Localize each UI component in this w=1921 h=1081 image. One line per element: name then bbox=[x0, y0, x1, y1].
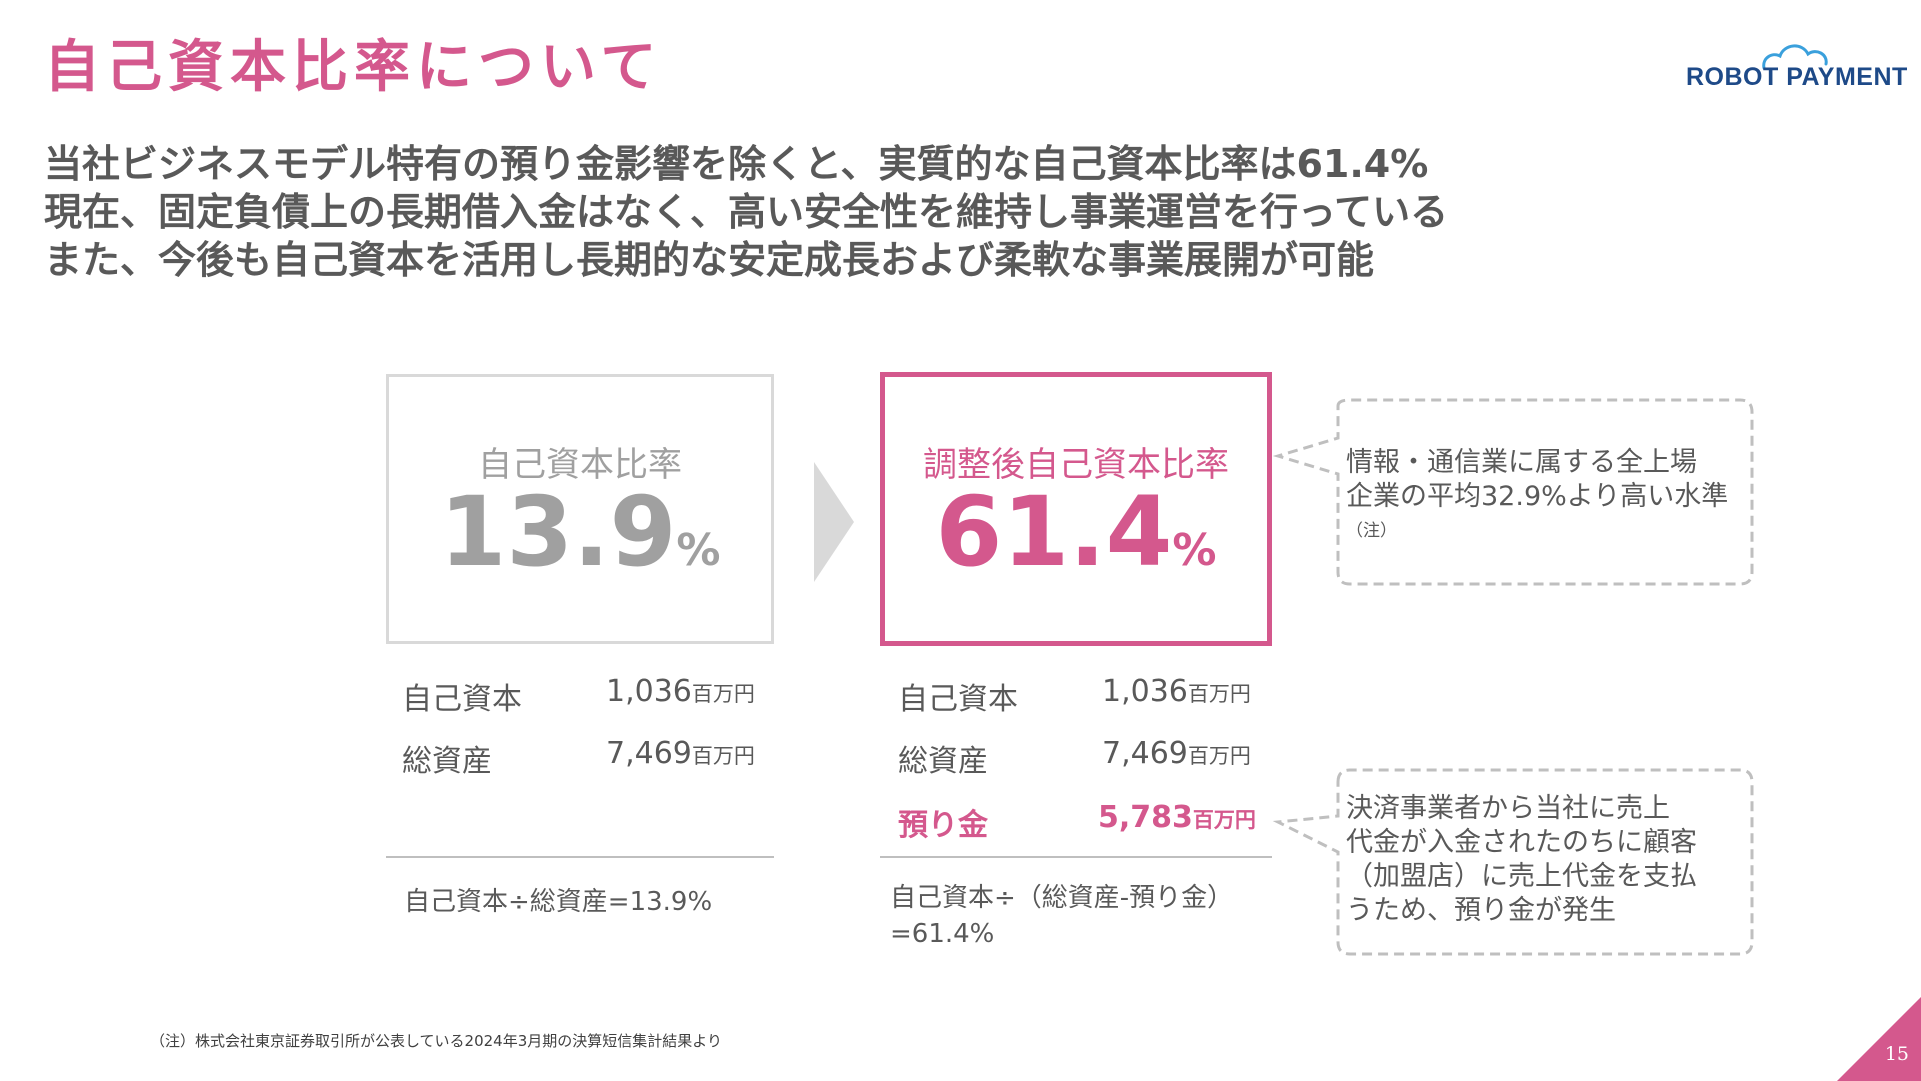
callout-bottom-line-4: うため、預り金が発生 bbox=[1346, 895, 1616, 926]
right-formula: 自己資本÷（総資産-預り金） =61.4% bbox=[890, 880, 1233, 952]
adjusted-equity-ratio-box: 調整後自己資本比率 61.4% bbox=[880, 372, 1272, 646]
equity-ratio-number: 13.9 bbox=[439, 476, 677, 588]
page-number: 15 bbox=[1884, 1043, 1909, 1065]
right-assets-number: 7,469 bbox=[1102, 736, 1188, 771]
right-equity-label: 自己資本 bbox=[898, 682, 1018, 717]
left-equity-unit: 百万円 bbox=[691, 682, 755, 706]
cloud-icon bbox=[1762, 44, 1828, 70]
chevron-right-icon bbox=[814, 462, 854, 582]
right-deposits-unit: 百万円 bbox=[1192, 808, 1256, 832]
equity-ratio-box: 自己資本比率 13.9% bbox=[386, 374, 774, 644]
callout-top-note: （注） bbox=[1346, 521, 1397, 541]
adjusted-equity-ratio-unit: % bbox=[1172, 525, 1217, 576]
callout-bottom-text: 決済事業者から当社に売上 代金が入金されたのちに顧客 （加盟店）に売上代金を支払… bbox=[1346, 792, 1697, 928]
right-assets-value: 7,469百万円 bbox=[1102, 736, 1251, 771]
right-assets-label: 総資産 bbox=[898, 744, 988, 779]
company-logo: ROBOT PAYMENT bbox=[1680, 30, 1907, 100]
callout-bottom-line-1: 決済事業者から当社に売上 bbox=[1346, 793, 1670, 824]
right-assets-unit: 百万円 bbox=[1187, 744, 1251, 768]
right-equity-number: 1,036 bbox=[1102, 674, 1188, 709]
equity-ratio-label: 自己資本比率 bbox=[478, 445, 682, 485]
left-assets-unit: 百万円 bbox=[691, 744, 755, 768]
logo-text: ROBOT PAYMENT bbox=[1686, 63, 1908, 91]
left-assets-number: 7,469 bbox=[606, 736, 692, 771]
right-deposits-value: 5,783百万円 bbox=[1098, 800, 1256, 835]
callout-top-line-1: 情報・通信業に属する全上場 bbox=[1346, 447, 1697, 478]
left-assets-value: 7,469百万円 bbox=[606, 736, 755, 771]
left-equity-label: 自己資本 bbox=[402, 682, 522, 717]
callout-top-text: 情報・通信業に属する全上場 企業の平均32.9%より高い水準 （注） bbox=[1346, 446, 1728, 548]
callout-top-bubble bbox=[1272, 398, 1754, 586]
left-assets-label: 総資産 bbox=[402, 744, 492, 779]
right-deposits-number: 5,783 bbox=[1098, 800, 1193, 835]
right-formula-line-1: 自己資本÷（総資産-預り金） bbox=[890, 883, 1234, 913]
corner-triangle bbox=[1837, 997, 1921, 1081]
right-formula-line-2: =61.4% bbox=[890, 919, 995, 949]
right-equity-value: 1,036百万円 bbox=[1102, 674, 1251, 709]
equity-ratio-value: 13.9% bbox=[389, 477, 771, 606]
left-equity-number: 1,036 bbox=[606, 674, 692, 709]
lead-text: 当社ビジネスモデル特有の預り金影響を除くと、実質的な自己資本比率は61.4% 現… bbox=[44, 140, 1448, 284]
page-title: 自己資本比率について bbox=[44, 35, 663, 100]
callout-bottom-bubble bbox=[1272, 768, 1754, 956]
left-formula: 自己資本÷総資産=13.9% bbox=[404, 887, 713, 917]
lead-line-2: 現在、固定負債上の長期借入金はなく、高い安全性を維持し事業運営を行っている bbox=[44, 190, 1449, 234]
right-equity-unit: 百万円 bbox=[1187, 682, 1251, 706]
left-divider bbox=[386, 856, 774, 858]
right-divider bbox=[880, 856, 1272, 858]
callout-bottom-line-2: 代金が入金されたのちに顧客 bbox=[1346, 827, 1697, 858]
lead-line-3: また、今後も自己資本を活用し長期的な安定成長および柔軟な事業展開が可能 bbox=[44, 238, 1375, 282]
callout-bottom-line-3: （加盟店）に売上代金を支払 bbox=[1346, 861, 1697, 892]
adjusted-equity-ratio-number: 61.4 bbox=[935, 476, 1173, 588]
equity-ratio-unit: % bbox=[676, 525, 721, 576]
callout-top-line-2: 企業の平均32.9%より高い水準 bbox=[1346, 481, 1729, 512]
lead-line-1: 当社ビジネスモデル特有の預り金影響を除くと、実質的な自己資本比率は61.4% bbox=[44, 142, 1429, 186]
footnote: （注）株式会社東京証券取引所が公表している2024年3月期の決算短信集計結果より bbox=[150, 1032, 722, 1050]
adjusted-equity-ratio-value: 61.4% bbox=[885, 477, 1267, 606]
right-deposits-label: 預り金 bbox=[898, 808, 988, 843]
adjusted-equity-ratio-label: 調整後自己資本比率 bbox=[923, 445, 1229, 485]
left-equity-value: 1,036百万円 bbox=[606, 674, 755, 709]
